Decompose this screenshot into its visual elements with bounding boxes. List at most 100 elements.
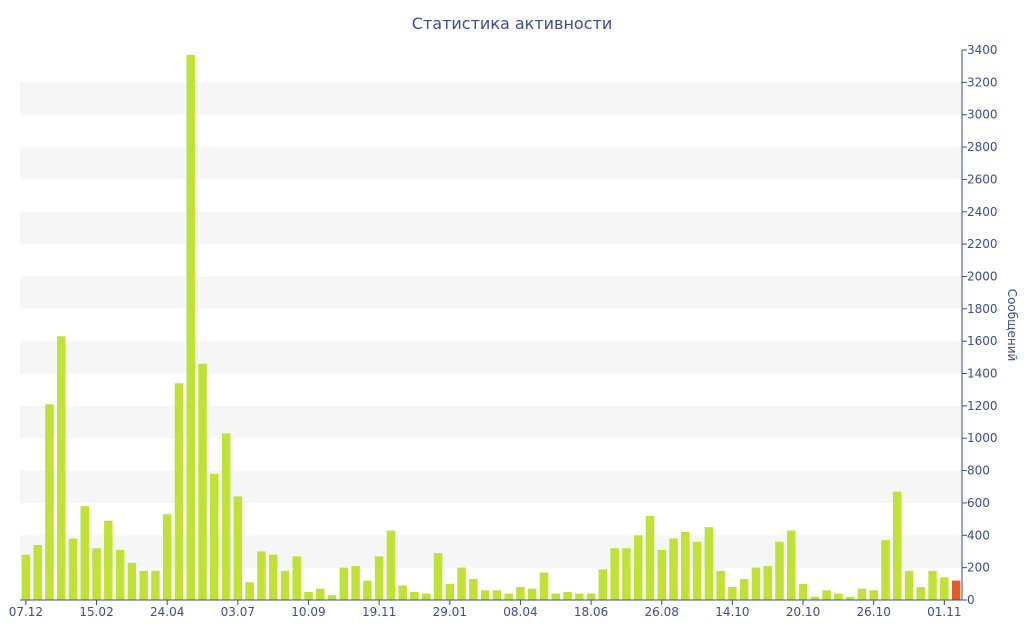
bar (386, 530, 396, 600)
y-tick-label: 2000 (967, 269, 998, 283)
bar (92, 548, 101, 600)
bar (633, 535, 643, 600)
bar (268, 554, 278, 600)
bar (704, 527, 714, 600)
bar (280, 570, 290, 600)
bar (186, 54, 195, 601)
bar (810, 596, 820, 600)
bar (751, 567, 761, 600)
grid-band (20, 405, 962, 439)
bar (233, 496, 243, 600)
bar (845, 596, 855, 600)
x-tick-label: 15.02 (79, 605, 113, 619)
x-tick-label: 18.06 (574, 605, 608, 619)
grid-band (20, 276, 962, 309)
bar (563, 591, 572, 600)
y-tick-label: 200 (967, 561, 990, 575)
bar (787, 530, 796, 600)
grid-band (20, 535, 962, 568)
bar (422, 593, 431, 600)
y-tick-label: 400 (967, 528, 990, 542)
bar (516, 587, 525, 600)
y-tick-label: 2600 (967, 172, 998, 186)
y-tick-label: 600 (967, 496, 990, 510)
bar (257, 551, 266, 600)
bar (339, 567, 349, 600)
y-tick-label: 1400 (967, 367, 998, 381)
bar (374, 556, 384, 600)
bar (610, 548, 619, 600)
bar (80, 506, 89, 600)
bar (728, 587, 737, 600)
y-tick-label: 2800 (967, 140, 998, 154)
bar (68, 538, 78, 600)
bar (916, 587, 926, 600)
bar (198, 363, 207, 600)
bar (657, 549, 666, 600)
x-tick-label: 19.11 (362, 605, 396, 619)
grid-band (20, 470, 962, 503)
bar (492, 590, 502, 600)
x-tick-label: 08.04 (503, 605, 537, 619)
bar (115, 549, 125, 600)
bar (351, 566, 360, 600)
bar (245, 582, 254, 600)
bar (210, 473, 219, 600)
bar (304, 591, 313, 600)
bar (904, 570, 914, 600)
x-tick-label: 26.08 (645, 605, 679, 619)
bar (21, 554, 31, 600)
bar (598, 569, 608, 600)
bar (316, 588, 325, 600)
bar (480, 590, 490, 600)
bar (527, 588, 537, 600)
bar (893, 491, 902, 600)
bar (104, 520, 113, 600)
bar (645, 515, 655, 600)
bar (822, 590, 831, 600)
bar (539, 572, 549, 600)
x-tick-label: 07.12 (9, 605, 43, 619)
bar (951, 580, 961, 600)
x-tick-label: 24.04 (150, 605, 184, 619)
y-tick-label: 1800 (967, 302, 998, 316)
bar (56, 336, 66, 600)
bar (151, 570, 160, 600)
bar (457, 567, 466, 600)
bar (775, 541, 784, 600)
bar (869, 590, 878, 600)
bar (469, 578, 478, 600)
bar (716, 570, 725, 600)
bar (162, 514, 172, 600)
bar (363, 580, 372, 600)
grid-band (20, 147, 962, 180)
x-tick-label: 01.11 (927, 605, 961, 619)
bar (669, 538, 678, 600)
bar (174, 383, 184, 600)
bar (928, 570, 937, 600)
bar (398, 585, 407, 600)
y-tick-label: 3000 (967, 108, 998, 122)
bar (881, 540, 890, 600)
x-tick-label: 14.10 (715, 605, 749, 619)
bar (433, 553, 443, 600)
y-tick-label: 1000 (967, 431, 998, 445)
bar (127, 562, 137, 600)
bar (622, 548, 631, 600)
bar (221, 433, 231, 600)
y-tick-label: 1200 (967, 399, 998, 413)
grid-band (20, 341, 962, 374)
grid-band (20, 211, 962, 245)
chart-title: Статистика активности (411, 14, 613, 33)
bar (504, 593, 513, 600)
y-tick-label: 2200 (967, 237, 998, 251)
bar (834, 593, 843, 600)
y-tick-label: 800 (967, 464, 990, 478)
y-tick-label: 3400 (967, 43, 998, 57)
x-tick-label: 03.07 (221, 605, 255, 619)
x-tick-label: 26.10 (857, 605, 891, 619)
x-tick-label: 10.09 (291, 605, 325, 619)
bar (410, 591, 419, 600)
y-tick-label: 0 (967, 593, 975, 607)
